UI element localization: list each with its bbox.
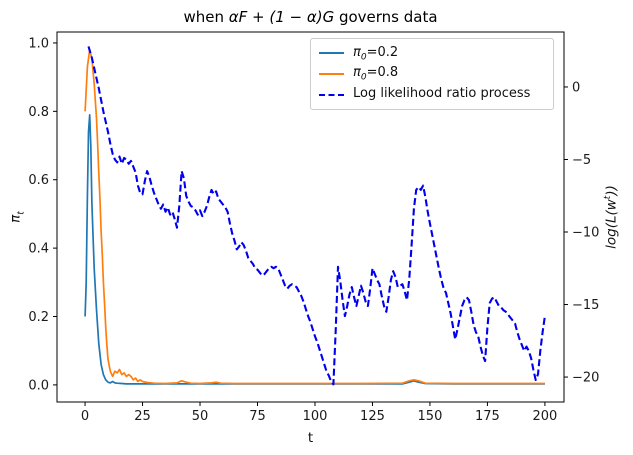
svg-text:−20: −20 xyxy=(572,371,599,386)
svg-text:0: 0 xyxy=(81,409,89,424)
right-label-superscript: t xyxy=(602,195,613,200)
legend-label-sub: 0 xyxy=(360,52,367,63)
legend-line-sample-solid-teal xyxy=(319,52,344,55)
svg-text:0.0: 0.0 xyxy=(28,378,49,393)
legend-item-pi0-0.2: π0=0.2 xyxy=(319,43,545,64)
right-label-post: )) xyxy=(603,185,620,196)
svg-text:0.2: 0.2 xyxy=(28,310,49,325)
right-axis-ticks: 0 −5 −10 −15 −20 xyxy=(564,80,599,386)
svg-text:125: 125 xyxy=(360,409,385,424)
legend-item-log-likelihood-ratio: Log likelihood ratio process xyxy=(319,84,545,105)
right-label-pre: log(L(w xyxy=(603,199,620,249)
legend-label: π0=0.2 xyxy=(353,45,398,63)
series-line--0-0.8 xyxy=(84,48,545,385)
svg-text:150: 150 xyxy=(418,409,443,424)
legend-label-base: π xyxy=(353,65,361,81)
svg-text:−10: −10 xyxy=(572,226,599,241)
legend-line-sample-solid-orange xyxy=(319,73,344,75)
left-y-axis-label: πt xyxy=(8,211,27,223)
svg-text:100: 100 xyxy=(303,409,328,424)
legend-label: π0=0.8 xyxy=(353,65,398,83)
left-label-subscript: t xyxy=(16,211,27,215)
plot-frame xyxy=(56,31,565,403)
series-line-log-likelihood-ratio-process xyxy=(87,46,546,386)
svg-text:175: 175 xyxy=(475,409,500,424)
legend-line-sample-dashed-blue xyxy=(319,93,344,96)
svg-text:25: 25 xyxy=(134,409,151,424)
svg-text:0.6: 0.6 xyxy=(28,173,49,188)
title-suffix: governs data xyxy=(334,8,438,26)
right-y-axis-label: log(L(wt)) xyxy=(603,185,620,249)
legend-label-rest: =0.2 xyxy=(366,44,399,60)
svg-text:200: 200 xyxy=(533,409,558,424)
legend-item-pi0-0.8: π0=0.8 xyxy=(319,64,545,85)
legend: π0=0.2 π0=0.8 Log likelihood ratio proce… xyxy=(310,38,554,110)
svg-text:50: 50 xyxy=(192,409,209,424)
chart-title: when αF + (1 − α)G governs data xyxy=(57,8,564,26)
legend-label-sub: 0 xyxy=(360,72,367,83)
svg-text:−15: −15 xyxy=(572,298,599,313)
svg-text:0.4: 0.4 xyxy=(28,242,49,257)
title-math: αF + (1 − α)G xyxy=(228,8,335,26)
left-axis-ticks: 0.0 0.2 0.4 0.6 0.8 1.0 xyxy=(28,36,57,393)
series-lines xyxy=(84,46,546,386)
svg-text:−5: −5 xyxy=(572,153,591,168)
title-prefix: when xyxy=(183,8,229,26)
legend-label-base: Log likelihood ratio process xyxy=(353,85,531,101)
series-line--0-0.2 xyxy=(84,113,545,385)
legend-label-rest: =0.8 xyxy=(366,65,399,81)
svg-text:1.0: 1.0 xyxy=(28,36,49,51)
svg-text:75: 75 xyxy=(249,409,266,424)
x-axis-ticks: 0 25 50 75 100 125 150 175 200 xyxy=(81,402,557,424)
legend-label-base: π xyxy=(353,44,361,60)
x-axis-label: t xyxy=(307,430,314,446)
svg-text:0.8: 0.8 xyxy=(28,105,49,120)
legend-label: Log likelihood ratio process xyxy=(353,86,530,104)
svg-text:0: 0 xyxy=(572,80,580,95)
left-label-base: π xyxy=(7,214,24,223)
